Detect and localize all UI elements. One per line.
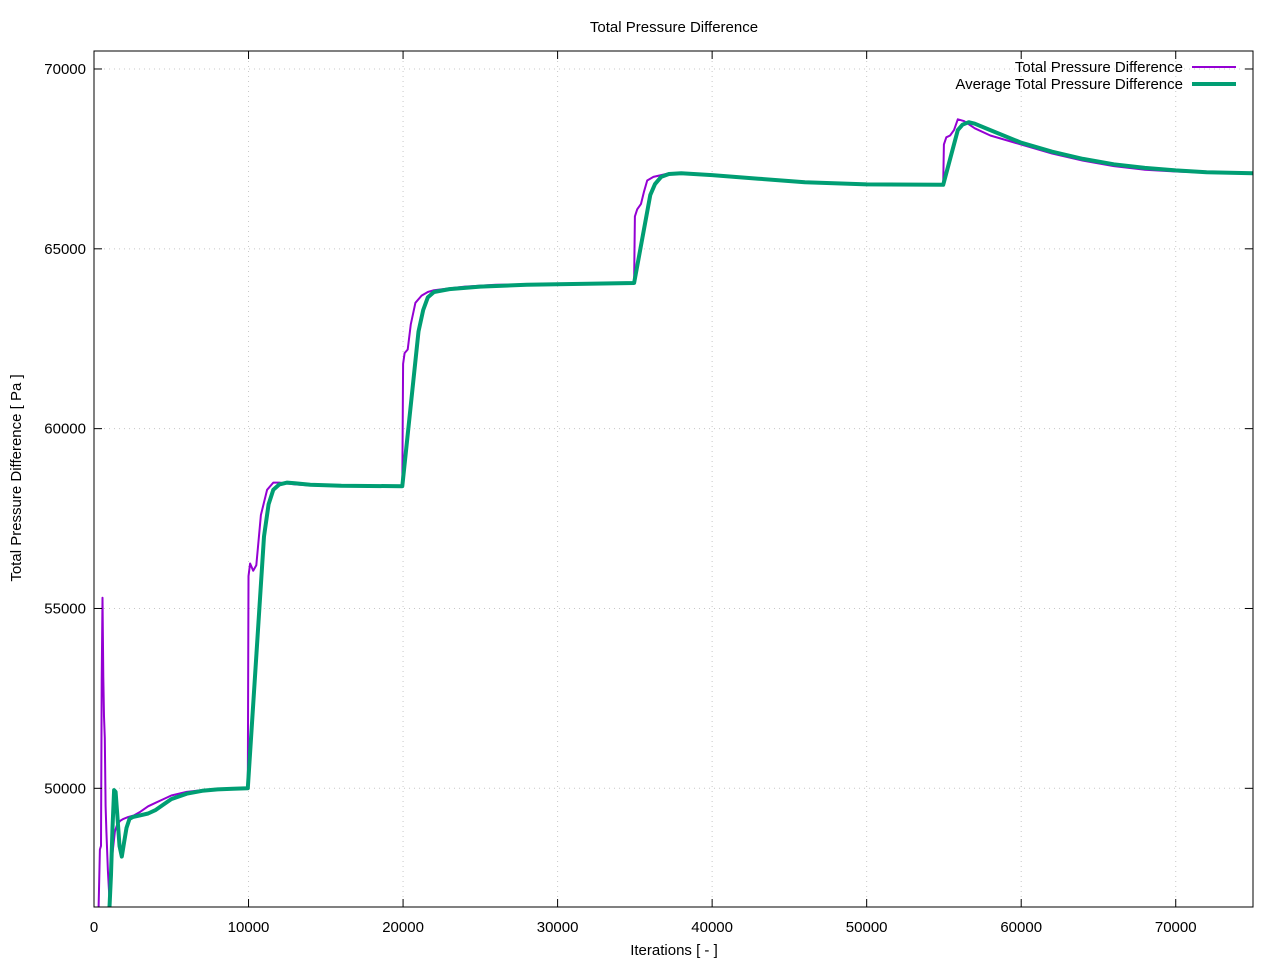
x-tick-label: 70000	[1155, 919, 1197, 936]
legend-label-2: Average Total Pressure Difference	[955, 76, 1183, 93]
series-line-2	[107, 120, 1253, 907]
x-tick-label: 60000	[1000, 919, 1042, 936]
x-tick-label: 40000	[691, 919, 733, 936]
x-tick-label: 10000	[228, 919, 270, 936]
y-tick-label: 70000	[44, 61, 86, 78]
x-tick-label: 30000	[537, 919, 579, 936]
axis-ticks: 0 10000 20000 30000 40000 50000 60000 70000 5000…	[44, 51, 1253, 936]
plot-frame	[93, 50, 1254, 908]
x-tick-label: 20000	[382, 919, 424, 936]
grid-lines	[94, 51, 1253, 907]
legend-label-1: Total Pressure Difference	[1015, 59, 1183, 76]
y-tick-label: 50000	[44, 780, 86, 797]
x-tick-label: 0	[90, 919, 98, 936]
series-lines	[97, 118, 1253, 907]
y-tick-label: 65000	[44, 241, 86, 258]
y-axis-label: Total Pressure Difference [ Pa ]	[8, 374, 25, 581]
chart-title: Total Pressure Difference	[590, 19, 758, 36]
series-line-1	[97, 118, 1253, 907]
y-tick-label: 60000	[44, 421, 86, 438]
y-tick-label: 55000	[44, 600, 86, 617]
x-tick-label: 50000	[846, 919, 888, 936]
x-axis-label: Iterations [ - ]	[630, 942, 718, 959]
